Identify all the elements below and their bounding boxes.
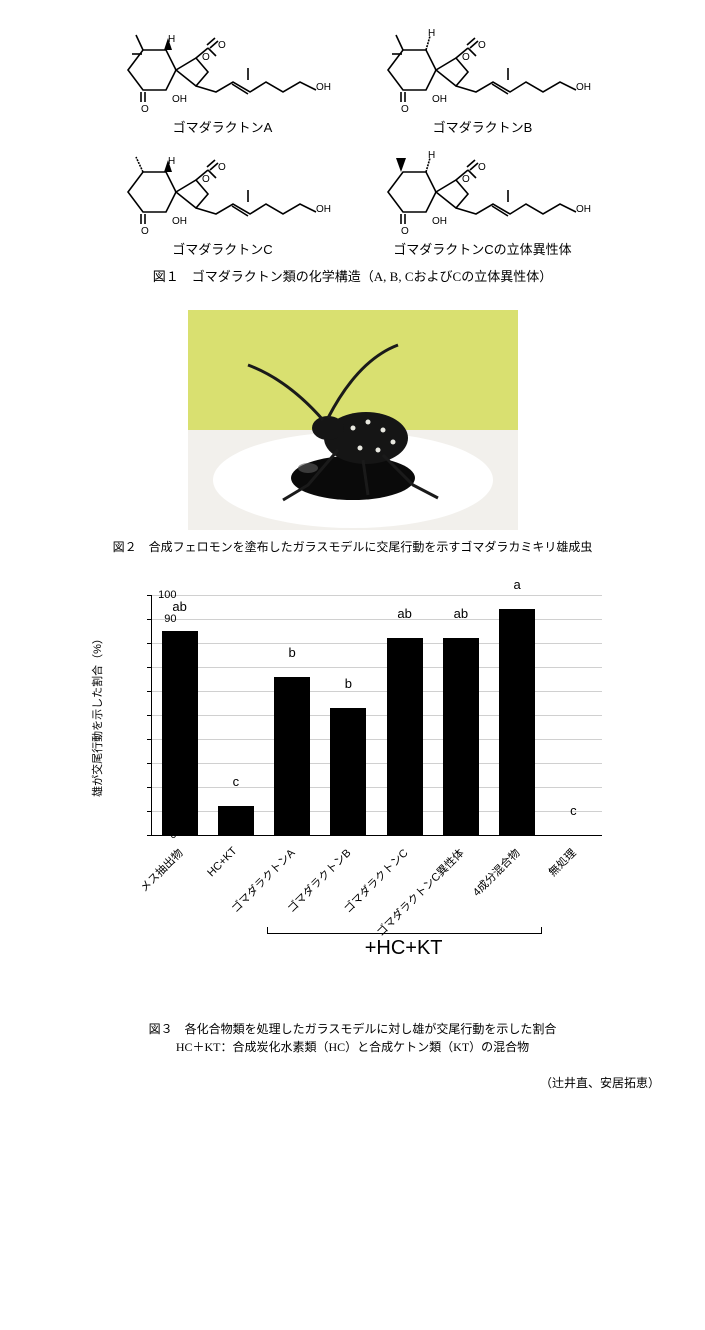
bar-significance-label: c	[555, 803, 591, 818]
group-bracket	[267, 927, 542, 934]
structure-c-isomer: H O O O OH OH ゴマダラクトンCの立体異性体	[368, 142, 598, 258]
ytick-label: 10	[157, 805, 177, 817]
svg-text:O: O	[478, 40, 486, 51]
credits: （辻井直、安居拓恵）	[30, 1074, 675, 1091]
structure-b-label: ゴマダラクトンB	[433, 117, 533, 136]
ytick-mark	[147, 811, 151, 812]
fig2-photo-wrap	[30, 310, 675, 530]
structure-c-label: ゴマダラクトンC	[172, 239, 272, 258]
svg-text:O: O	[462, 174, 470, 185]
svg-text:O: O	[218, 40, 226, 51]
svg-text:OH: OH	[576, 204, 591, 215]
molecule-c-svg: H O O O OH OH	[108, 142, 338, 237]
gridline	[152, 595, 602, 596]
fig3-chart: 雄が交尾行動を示した割合（%） abcbbababac 010203040506…	[73, 585, 633, 965]
bar-significance-label: ab	[162, 599, 198, 614]
ytick-label: 60	[157, 685, 177, 697]
bar-category-label: 4成分混合物	[469, 845, 524, 900]
ytick-label: 0	[157, 829, 177, 841]
bar-significance-label: a	[499, 577, 535, 592]
bar	[330, 708, 366, 835]
structure-c: H O O O OH OH ゴマダラクトンC	[108, 142, 338, 258]
ytick-mark	[147, 643, 151, 644]
svg-text:OH: OH	[316, 204, 331, 215]
ytick-label: 50	[157, 709, 177, 721]
bar	[218, 806, 254, 835]
structure-b: H O O O OH OH ゴマダラクトンB	[368, 20, 598, 136]
ytick-label: 30	[157, 757, 177, 769]
ytick-mark	[147, 691, 151, 692]
svg-text:OH: OH	[316, 82, 331, 93]
bar-category-label: メス抽出物	[136, 845, 186, 895]
svg-text:O: O	[141, 226, 149, 237]
svg-text:O: O	[401, 226, 409, 237]
fig3-caption-line2: HC＋KT：合成炭化水素類（HC）と合成ケトン類（KT）の混合物	[176, 1040, 529, 1054]
fig2-caption: 図２ 合成フェロモンを塗布したガラスモデルに交尾行動を示すゴマダラカミキリ雄成虫	[30, 538, 675, 555]
structure-c-isomer-label: ゴマダラクトンCの立体異性体	[393, 239, 571, 258]
svg-text:OH: OH	[576, 82, 591, 93]
ytick-mark	[147, 787, 151, 788]
ytick-label: 100	[157, 589, 177, 601]
fig3-caption-line1: 図３ 各化合物類を処理したガラスモデルに対し雄が交尾行動を示した割合	[149, 1022, 557, 1036]
svg-text:O: O	[218, 162, 226, 173]
svg-text:H: H	[428, 150, 435, 161]
bar	[499, 609, 535, 835]
ytick-label: 40	[157, 733, 177, 745]
fig1-caption: 図１ ゴマダラクトン類の化学構造（A, B, CおよびCの立体異性体）	[30, 266, 675, 285]
ytick-label: 70	[157, 661, 177, 673]
molecule-b-svg: H O O O OH OH	[368, 20, 598, 115]
structure-a: H O O O OH OH ゴマダラクトンA	[108, 20, 338, 136]
bar-significance-label: ab	[387, 606, 423, 621]
chart-ylabel: 雄が交尾行動を示した割合（%）	[89, 633, 105, 797]
ytick-mark	[147, 667, 151, 668]
svg-text:OH: OH	[432, 94, 447, 105]
ytick-mark	[147, 619, 151, 620]
fig3-caption: 図３ 各化合物類を処理したガラスモデルに対し雄が交尾行動を示した割合 HC＋KT…	[30, 1020, 675, 1056]
bar	[387, 638, 423, 835]
svg-text:H: H	[168, 34, 175, 45]
ytick-mark	[147, 763, 151, 764]
molecule-a-svg: H O O O OH OH	[108, 20, 338, 115]
bar-category-label: HC+KT	[205, 845, 239, 879]
ytick-mark	[147, 835, 151, 836]
svg-text:O: O	[478, 162, 486, 173]
svg-text:O: O	[401, 104, 409, 115]
ytick-label: 90	[157, 613, 177, 625]
ytick-mark	[147, 715, 151, 716]
svg-text:OH: OH	[172, 216, 187, 227]
bar-significance-label: c	[218, 774, 254, 789]
molecule-c-isomer-svg: H O O O OH OH	[368, 142, 598, 237]
svg-text:O: O	[202, 174, 210, 185]
svg-text:OH: OH	[172, 94, 187, 105]
svg-text:OH: OH	[432, 216, 447, 227]
ytick-label: 80	[157, 637, 177, 649]
bar-significance-label: b	[274, 645, 310, 660]
structure-a-label: ゴマダラクトンA	[173, 117, 273, 136]
bar	[274, 677, 310, 835]
svg-text:O: O	[462, 52, 470, 63]
ytick-mark	[147, 595, 151, 596]
chart-area: abcbbababac	[151, 595, 602, 836]
bar	[443, 638, 479, 835]
bar-significance-label: ab	[443, 606, 479, 621]
bar-category-label: 無処理	[545, 845, 580, 880]
beetle-photo	[188, 310, 518, 530]
svg-text:O: O	[202, 52, 210, 63]
ytick-mark	[147, 739, 151, 740]
svg-text:O: O	[141, 104, 149, 115]
bar-significance-label: b	[330, 676, 366, 691]
ytick-label: 20	[157, 781, 177, 793]
group-bracket-label: +HC+KT	[267, 937, 540, 960]
fig1-structures: H O O O OH OH ゴマダラクトンA	[30, 20, 675, 258]
svg-text:H: H	[428, 28, 435, 39]
svg-text:H: H	[168, 156, 175, 167]
